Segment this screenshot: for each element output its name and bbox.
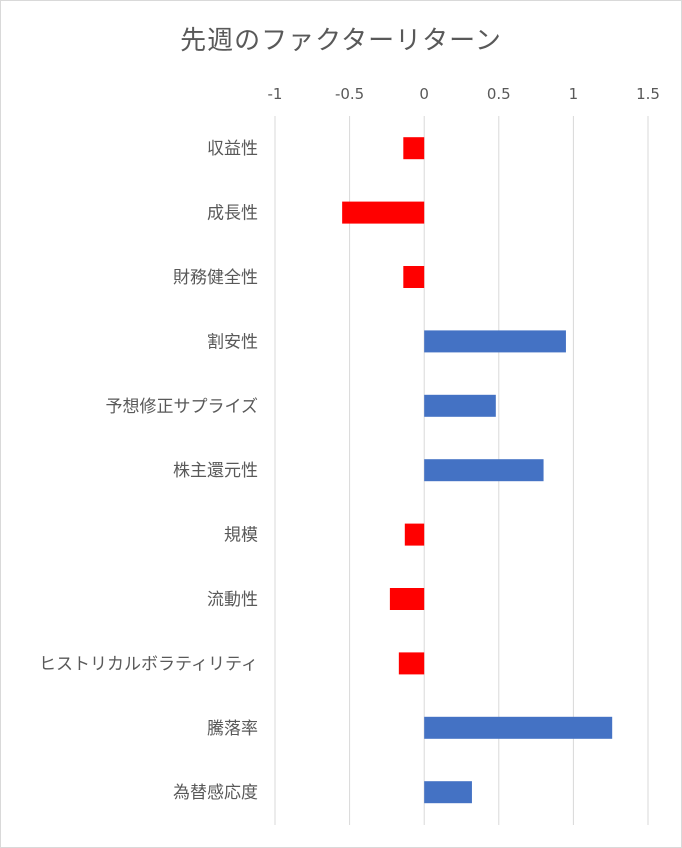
- category-label: 規模: [224, 526, 258, 546]
- category-label: 収益性: [207, 139, 258, 159]
- category-label: 流動性: [207, 590, 258, 610]
- category-label: 成長性: [207, 204, 258, 224]
- category-label: 騰落率: [207, 719, 258, 739]
- bar: [398, 652, 425, 675]
- bar: [404, 523, 425, 546]
- category-label: 株主還元性: [173, 461, 258, 481]
- category-labels: 収益性成長性財務健全性割安性予想修正サプライズ株主還元性規模流動性ヒストリカルボ…: [39, 139, 258, 803]
- bar: [389, 588, 425, 610]
- category-label: ヒストリカルボラティリティ: [39, 654, 258, 674]
- chart-title: 先週のファクターリターン: [180, 26, 502, 56]
- x-tick-label: -0.5: [335, 85, 364, 103]
- bar: [403, 137, 425, 160]
- bars: [342, 137, 613, 804]
- bar: [424, 781, 472, 804]
- bar: [424, 330, 566, 353]
- bar: [424, 459, 544, 482]
- category-label: 割安性: [207, 332, 258, 352]
- x-tick-label: 1: [569, 85, 579, 103]
- x-tick-label: 0.5: [487, 85, 511, 103]
- x-tick-label: 0: [419, 85, 429, 103]
- bar: [424, 394, 496, 417]
- x-tick-label: 1.5: [636, 85, 660, 103]
- category-label: 財務健全性: [173, 268, 258, 288]
- bar: [403, 266, 425, 288]
- bar: [424, 716, 613, 739]
- x-tick-label: -1: [268, 85, 283, 103]
- category-label: 予想修正サプライズ: [106, 397, 259, 417]
- bar: [342, 201, 425, 224]
- x-axis-ticks: -1 -0.5 0 0.5 1 1.5: [268, 85, 660, 103]
- category-label: 為替感応度: [173, 783, 258, 803]
